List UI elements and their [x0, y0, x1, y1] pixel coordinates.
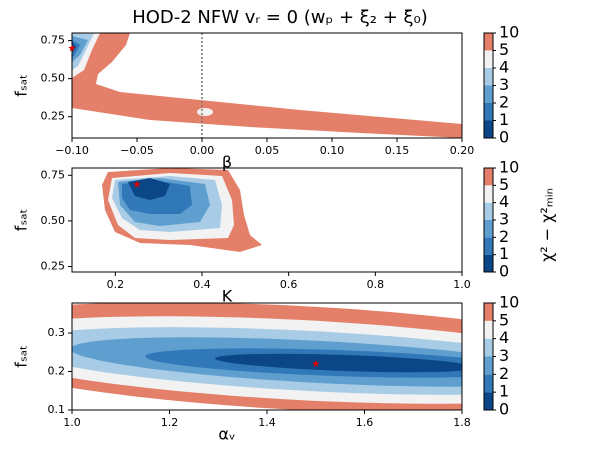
contours	[72, 33, 462, 138]
colorbar-tick-label: 3	[499, 75, 509, 94]
x-tick-label: 0.4	[193, 278, 211, 291]
x-tick-label: 1.8	[453, 416, 471, 429]
contour-region	[215, 353, 462, 373]
colorbar-segment	[484, 237, 493, 255]
y-tick-label: 0.2	[48, 365, 66, 378]
x-tick-label: 0.6	[280, 278, 298, 291]
colorbar-segment	[484, 356, 493, 375]
x-tick-label: 0.20	[450, 144, 475, 157]
colorbar-tick-label: 1	[499, 244, 509, 263]
y-tick-label: 0.25	[41, 110, 66, 123]
colorbar-segment	[484, 254, 493, 272]
colorbar-label: χ² − χ²ₘᵢₙ	[538, 188, 557, 262]
colorbar-tick-label: 2	[499, 364, 509, 383]
colorbar-segment	[484, 374, 493, 393]
x-axis-label: β	[222, 153, 232, 172]
x-tick-label: 0.05	[255, 144, 280, 157]
y-axis-label: fₛₐₜ	[12, 345, 31, 368]
best-fit-marker	[68, 44, 76, 52]
colorbar-tick-label: 4	[499, 58, 509, 77]
colorbar-segment	[484, 103, 493, 121]
colorbar-tick-label: 0	[499, 128, 509, 147]
best-fit-marker	[311, 359, 320, 367]
y-tick-label: 0.50	[41, 72, 66, 85]
colorbar-segment	[484, 33, 493, 51]
x-tick-label: 1.4	[258, 416, 276, 429]
contour-region	[197, 108, 213, 116]
x-tick-label: 0.00	[190, 144, 215, 157]
y-tick-label: 0.75	[41, 168, 66, 181]
contours	[102, 168, 262, 252]
colorbar-tick-label: 0	[499, 400, 509, 419]
y-tick-label: 0.25	[41, 260, 66, 273]
colorbar-tick-label: 5	[499, 175, 509, 194]
y-tick-label: 0.75	[41, 34, 66, 47]
colorbar-tick-label: 1	[499, 110, 509, 129]
y-tick-label: 0.1	[48, 403, 66, 416]
colorbar-segment	[484, 303, 493, 321]
chart-title: HOD-2 NFW vᵣ = 0 (wₚ + ξ₂ + ξ₀)	[132, 7, 428, 28]
colorbar-segment	[484, 168, 493, 186]
x-tick-label: 0.8	[367, 278, 385, 291]
colorbar-tick-label: 3	[499, 210, 509, 229]
colorbar-segment	[484, 392, 493, 410]
colorbar-tick-label: 2	[499, 93, 509, 112]
y-tick-label: 0.3	[48, 326, 66, 339]
x-tick-label: 1.0	[63, 416, 81, 429]
contour-region	[72, 40, 80, 57]
x-tick-label: 1.6	[356, 416, 374, 429]
colorbar-tick-label: 0	[499, 262, 509, 281]
colorbar-tick-label: 4	[499, 192, 509, 211]
axes-frame	[71, 167, 463, 273]
x-tick-label: 1.2	[161, 416, 179, 429]
x-tick-label: 0.15	[385, 144, 410, 157]
best-fit-marker	[133, 180, 141, 188]
colorbar-segment	[484, 320, 493, 339]
contours	[72, 303, 462, 410]
y-axis-label: fₛₐₜ	[12, 74, 31, 97]
x-tick-label: −0.10	[55, 144, 89, 157]
colorbar-tick-label: 10	[499, 293, 519, 312]
colorbar-tick-label: 5	[499, 40, 509, 59]
colorbar-tick-label: 2	[499, 227, 509, 246]
colorbar-tick-label: 10	[499, 23, 519, 42]
x-axis-label: K	[222, 287, 233, 306]
colorbar-segment	[484, 50, 493, 68]
colorbar-tick-label: 3	[499, 346, 509, 365]
colorbar-segment	[484, 338, 493, 357]
x-axis-label: αᵥ	[218, 425, 235, 444]
x-tick-label: 0.2	[107, 278, 125, 291]
colorbar-segment	[484, 202, 493, 220]
colorbar-tick-label: 5	[499, 310, 509, 329]
colorbar-tick-label: 1	[499, 382, 509, 401]
colorbar-segment	[484, 120, 493, 138]
colorbar-tick-label: 10	[499, 158, 519, 177]
colorbar-segment	[484, 68, 493, 86]
colorbar-segment	[484, 85, 493, 103]
x-tick-label: 0.10	[320, 144, 345, 157]
y-axis-label: fₛₐₜ	[12, 209, 31, 232]
x-tick-label: −0.05	[120, 144, 154, 157]
contour-region	[72, 33, 462, 138]
y-tick-label: 0.50	[41, 214, 66, 227]
colorbar-segment	[484, 220, 493, 238]
colorbar-tick-label: 4	[499, 328, 509, 347]
colorbar-segment	[484, 185, 493, 203]
x-tick-label: 1.0	[453, 278, 471, 291]
